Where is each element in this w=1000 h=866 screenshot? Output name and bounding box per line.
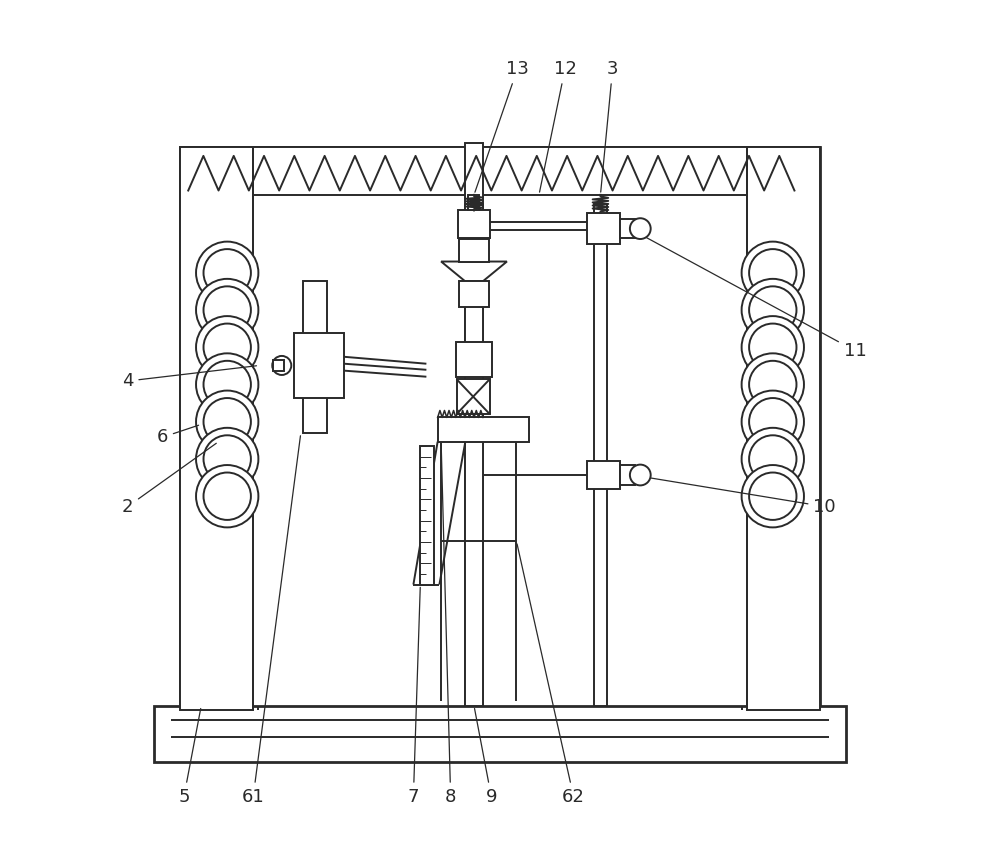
- Bar: [456, 342, 492, 377]
- Bar: [459, 281, 489, 307]
- Circle shape: [196, 316, 258, 378]
- Circle shape: [749, 473, 796, 520]
- Circle shape: [204, 436, 251, 482]
- Circle shape: [196, 465, 258, 527]
- Bar: [465, 143, 483, 706]
- Circle shape: [742, 279, 804, 341]
- Bar: [438, 417, 529, 442]
- Circle shape: [742, 391, 804, 453]
- Circle shape: [749, 324, 796, 371]
- Text: 11: 11: [632, 230, 866, 359]
- Text: 2: 2: [122, 443, 216, 515]
- Text: 3: 3: [601, 61, 618, 192]
- Circle shape: [204, 361, 251, 408]
- Text: 62: 62: [517, 544, 585, 805]
- Text: 7: 7: [408, 587, 420, 805]
- Circle shape: [204, 398, 251, 445]
- Bar: [154, 706, 846, 762]
- Bar: [465, 204, 483, 706]
- Text: 8: 8: [441, 444, 456, 805]
- Circle shape: [204, 473, 251, 520]
- Circle shape: [749, 287, 796, 333]
- Bar: [587, 213, 620, 244]
- Bar: [587, 461, 620, 489]
- Circle shape: [272, 356, 291, 375]
- Bar: [459, 239, 489, 262]
- Circle shape: [196, 242, 258, 304]
- Bar: [747, 147, 820, 710]
- Circle shape: [204, 324, 251, 371]
- Text: 9: 9: [475, 708, 497, 805]
- Circle shape: [742, 465, 804, 527]
- Text: 4: 4: [122, 365, 256, 390]
- Text: 13: 13: [475, 61, 529, 192]
- Circle shape: [196, 353, 258, 416]
- Circle shape: [742, 242, 804, 304]
- Circle shape: [749, 249, 796, 296]
- Bar: [180, 147, 253, 710]
- Circle shape: [742, 353, 804, 416]
- Circle shape: [749, 361, 796, 408]
- Bar: [303, 281, 327, 433]
- Bar: [294, 333, 344, 398]
- Text: 61: 61: [242, 436, 300, 805]
- Circle shape: [204, 287, 251, 333]
- Polygon shape: [441, 262, 507, 281]
- Bar: [620, 465, 635, 485]
- Circle shape: [630, 464, 651, 485]
- Text: 6: 6: [157, 425, 199, 446]
- Bar: [458, 210, 490, 238]
- Bar: [184, 147, 799, 195]
- Text: 10: 10: [633, 475, 836, 515]
- Circle shape: [749, 398, 796, 445]
- Circle shape: [742, 316, 804, 378]
- Circle shape: [630, 218, 651, 239]
- Circle shape: [196, 428, 258, 490]
- Circle shape: [196, 391, 258, 453]
- Circle shape: [204, 249, 251, 296]
- Circle shape: [742, 428, 804, 490]
- Bar: [180, 147, 820, 710]
- Bar: [468, 195, 479, 210]
- Bar: [620, 219, 635, 238]
- Circle shape: [196, 279, 258, 341]
- Text: 5: 5: [178, 708, 201, 805]
- Bar: [594, 204, 607, 706]
- Bar: [457, 379, 490, 414]
- Circle shape: [749, 436, 796, 482]
- Text: 12: 12: [540, 61, 576, 192]
- Bar: [420, 446, 434, 585]
- Bar: [273, 360, 284, 371]
